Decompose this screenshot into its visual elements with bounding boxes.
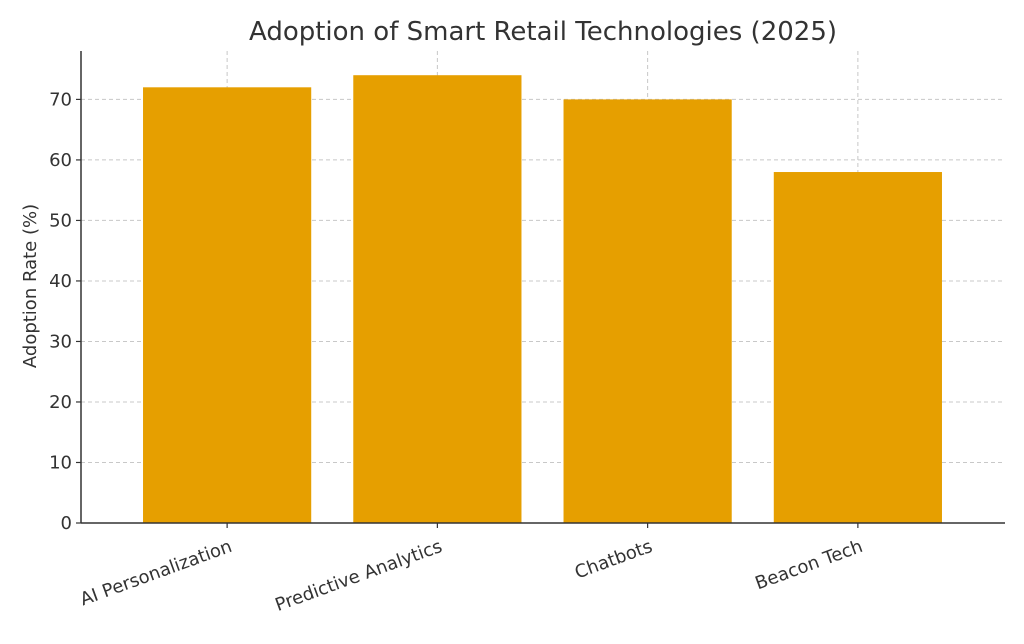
y-tick-label-6: 60 [49, 150, 72, 171]
bar-ai-personalization [143, 87, 312, 524]
y-tick-label-7: 70 [49, 89, 72, 110]
y-ticks-group: 0 10 20 30 40 50 60 70 [49, 89, 81, 534]
x-tick-label-0: AI Personalization [77, 536, 234, 610]
x-tick-label-1: Predictive Analytics [272, 536, 445, 616]
y-tick-label-1: 10 [49, 452, 72, 473]
y-tick-label-4: 40 [49, 271, 72, 292]
bars-group [143, 75, 942, 524]
bar-chatbots [563, 99, 732, 524]
x-tick-label-2: Chatbots [572, 536, 655, 583]
chart-title: Adoption of Smart Retail Technologies (2… [249, 17, 837, 47]
bar-predictive-analytics [353, 75, 522, 523]
y-tick-label-5: 50 [49, 210, 72, 231]
x-ticks-group: AI Personalization Predictive Analytics Ch… [77, 523, 866, 616]
x-tick-label-3: Beacon Tech [752, 536, 865, 594]
axes-group [80, 51, 1005, 524]
y-tick-label-3: 30 [49, 331, 72, 352]
y-tick-label-0: 0 [61, 513, 72, 534]
y-axis-label: Adoption Rate (%) [20, 204, 41, 368]
y-tick-label-2: 20 [49, 392, 72, 413]
bar-beacon-tech [773, 172, 942, 523]
